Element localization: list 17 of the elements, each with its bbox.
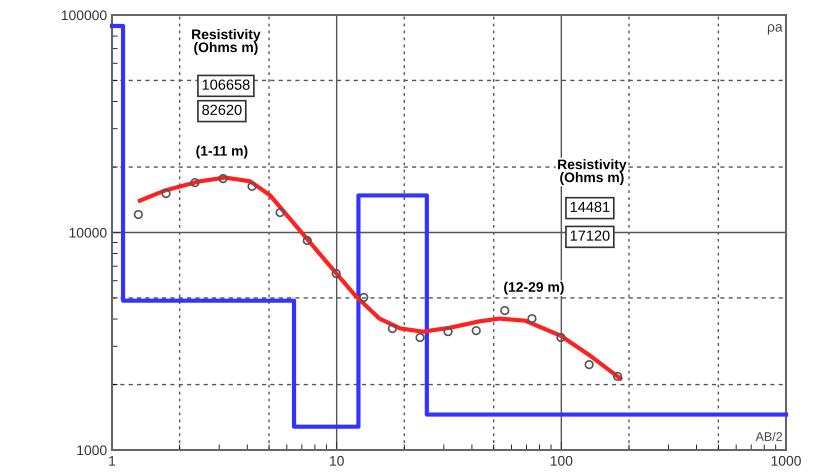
annotation: 82620 (202, 104, 242, 116)
annotation: (1-11 m) (196, 146, 248, 158)
x-tick-label: 1 (109, 456, 116, 466)
x-axis-title: AB/2 (756, 432, 782, 442)
y-tick-label: 1000 (77, 445, 107, 456)
x-tick-label: 1000 (772, 456, 801, 466)
y-tick-label: 100000 (62, 10, 107, 20)
x-tick-label: 10 (330, 456, 344, 466)
annotation: 14481 (570, 202, 610, 212)
annotation: 106658 (202, 79, 250, 90)
annotation: Resistivity (Ohms m) (558, 159, 627, 185)
annotation: 17120 (570, 230, 610, 241)
annotation: (12-29 m) (504, 282, 564, 295)
annotation: Resistivity (Ohms m) (192, 29, 261, 55)
y-axis-title: ρa (768, 24, 783, 34)
y-tick-label: 10000 (70, 228, 107, 238)
x-tick-label: 100 (550, 456, 572, 466)
